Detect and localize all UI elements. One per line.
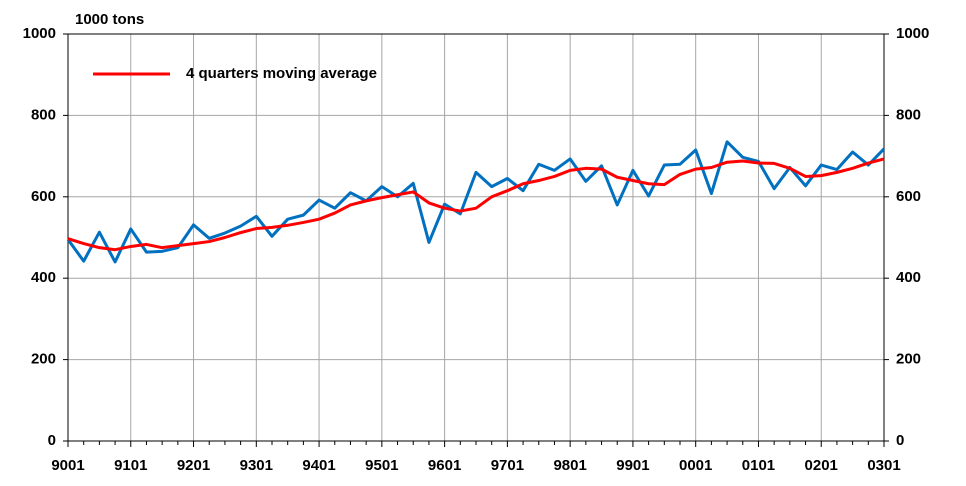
x-tick-label: 9601 [428,457,461,474]
y-axis-label: 1000 tons [75,11,144,28]
x-tick-label: 9801 [553,457,586,474]
y-tick-label: 1000 [23,25,56,42]
y-tick-label: 200 [31,351,56,368]
x-tick-label: 9201 [177,457,210,474]
y2-tick-label: 600 [896,188,921,205]
plot-frame [67,33,885,442]
x-tick-label: 0001 [679,457,712,474]
data-line [66,140,886,264]
x-tick-label: 9101 [114,457,147,474]
x-tick-label: 9701 [491,457,524,474]
x-tick-label: 0101 [742,457,775,474]
y2-tick-label: 1000 [896,25,929,42]
y2-tick-label: 0 [896,432,904,449]
x-tick-label: 9901 [616,457,649,474]
y-tick-label: 0 [48,432,56,449]
y-tick-label: 800 [31,106,56,123]
x-tick-label: 9501 [365,457,398,474]
y2-tick-label: 400 [896,269,921,286]
x-tick-label: 9301 [240,457,273,474]
data-line [67,157,885,252]
x-tick-label: 0301 [867,457,900,474]
y-tick-label: 600 [31,188,56,205]
x-tick-label: 0201 [805,457,838,474]
y2-tick-label: 200 [896,351,921,368]
x-tick-label: 9401 [302,457,335,474]
y-tick-label: 400 [31,269,56,286]
x-tick-label: 9001 [51,457,84,474]
legend-label: 4 quarters moving average [186,65,377,82]
y2-tick-label: 800 [896,106,921,123]
